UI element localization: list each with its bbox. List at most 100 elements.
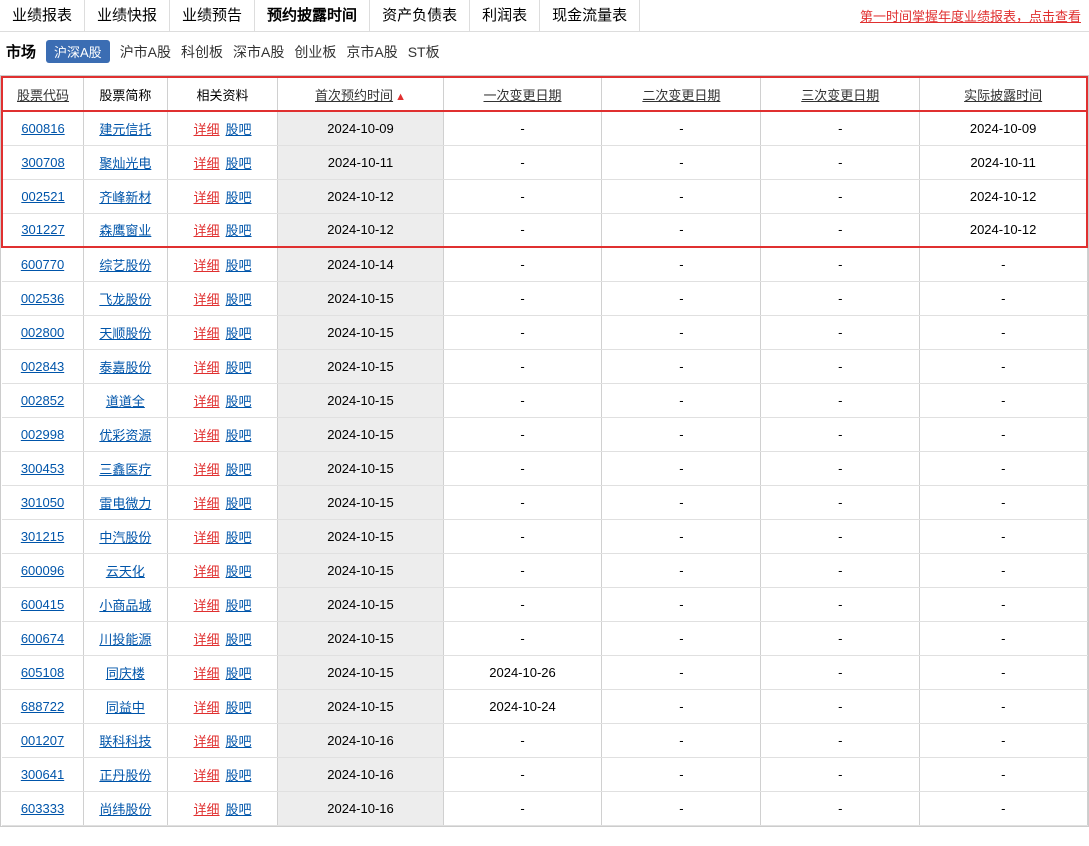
detail-link[interactable]: 详细 <box>194 462 220 477</box>
stock-name-link[interactable]: 同益中 <box>106 700 145 715</box>
stock-name-link[interactable]: 道道全 <box>106 394 145 409</box>
detail-link[interactable]: 详细 <box>194 190 220 205</box>
guba-link[interactable]: 股吧 <box>226 190 252 205</box>
promo-link[interactable]: 第一时间掌握年度业绩报表，点击查看 <box>860 6 1089 25</box>
guba-link[interactable]: 股吧 <box>226 326 252 341</box>
stock-code-link[interactable]: 002800 <box>21 325 64 340</box>
col-stock-code[interactable]: 股票代码 <box>17 88 69 103</box>
stock-code-link[interactable]: 605108 <box>21 665 64 680</box>
guba-link[interactable]: 股吧 <box>226 122 252 137</box>
col-change-3[interactable]: 三次变更日期 <box>801 88 879 103</box>
guba-link[interactable]: 股吧 <box>226 156 252 171</box>
guba-link[interactable]: 股吧 <box>226 666 252 681</box>
guba-link[interactable]: 股吧 <box>226 598 252 613</box>
stock-code-link[interactable]: 002852 <box>21 393 64 408</box>
detail-link[interactable]: 详细 <box>194 632 220 647</box>
stock-code-link[interactable]: 300453 <box>21 461 64 476</box>
market-active-pill[interactable]: 沪深A股 <box>46 40 110 63</box>
stock-code-link[interactable]: 300708 <box>21 155 64 170</box>
col-actual-disclose[interactable]: 实际披露时间 <box>964 88 1042 103</box>
stock-name-link[interactable]: 齐峰新材 <box>99 190 151 205</box>
guba-link[interactable]: 股吧 <box>226 768 252 783</box>
detail-link[interactable]: 详细 <box>194 564 220 579</box>
stock-code-link[interactable]: 600770 <box>21 257 64 272</box>
stock-name-link[interactable]: 飞龙股份 <box>99 292 151 307</box>
guba-link[interactable]: 股吧 <box>226 223 252 238</box>
detail-link[interactable]: 详细 <box>194 156 220 171</box>
guba-link[interactable]: 股吧 <box>226 734 252 749</box>
stock-code-link[interactable]: 001207 <box>21 733 64 748</box>
detail-link[interactable]: 详细 <box>194 258 220 273</box>
detail-link[interactable]: 详细 <box>194 223 220 238</box>
stock-name-link[interactable]: 聚灿光电 <box>99 156 151 171</box>
market-option[interactable]: 沪市A股 <box>120 44 171 60</box>
detail-link[interactable]: 详细 <box>194 734 220 749</box>
stock-code-link[interactable]: 301227 <box>21 222 64 237</box>
stock-code-link[interactable]: 300641 <box>21 767 64 782</box>
stock-name-link[interactable]: 同庆楼 <box>106 666 145 681</box>
stock-name-link[interactable]: 小商品城 <box>99 598 151 613</box>
stock-code-link[interactable]: 600674 <box>21 631 64 646</box>
market-option[interactable]: ST板 <box>408 44 440 60</box>
guba-link[interactable]: 股吧 <box>226 700 252 715</box>
stock-code-link[interactable]: 600415 <box>21 597 64 612</box>
detail-link[interactable]: 详细 <box>194 292 220 307</box>
detail-link[interactable]: 详细 <box>194 768 220 783</box>
guba-link[interactable]: 股吧 <box>226 632 252 647</box>
top-tab[interactable]: 预约披露时间 <box>255 0 370 32</box>
market-option[interactable]: 深市A股 <box>233 44 284 60</box>
stock-name-link[interactable]: 森鹰窗业 <box>99 223 151 238</box>
stock-name-link[interactable]: 联科科技 <box>99 734 151 749</box>
top-tab[interactable]: 业绩预告 <box>170 0 255 32</box>
top-tab[interactable]: 资产负债表 <box>370 0 470 32</box>
stock-code-link[interactable]: 688722 <box>21 699 64 714</box>
stock-code-link[interactable]: 301215 <box>21 529 64 544</box>
stock-name-link[interactable]: 雷电微力 <box>99 496 151 511</box>
guba-link[interactable]: 股吧 <box>226 530 252 545</box>
guba-link[interactable]: 股吧 <box>226 428 252 443</box>
stock-code-link[interactable]: 002536 <box>21 291 64 306</box>
stock-code-link[interactable]: 603333 <box>21 801 64 816</box>
detail-link[interactable]: 详细 <box>194 394 220 409</box>
guba-link[interactable]: 股吧 <box>226 462 252 477</box>
detail-link[interactable]: 详细 <box>194 360 220 375</box>
stock-name-link[interactable]: 天顺股份 <box>99 326 151 341</box>
guba-link[interactable]: 股吧 <box>226 564 252 579</box>
detail-link[interactable]: 详细 <box>194 122 220 137</box>
top-tab[interactable]: 现金流量表 <box>540 0 640 32</box>
top-tab[interactable]: 业绩报表 <box>0 0 85 32</box>
top-tab[interactable]: 业绩快报 <box>85 0 170 32</box>
guba-link[interactable]: 股吧 <box>226 496 252 511</box>
stock-code-link[interactable]: 301050 <box>21 495 64 510</box>
guba-link[interactable]: 股吧 <box>226 360 252 375</box>
detail-link[interactable]: 详细 <box>194 700 220 715</box>
top-tab[interactable]: 利润表 <box>470 0 540 32</box>
detail-link[interactable]: 详细 <box>194 530 220 545</box>
stock-name-link[interactable]: 川投能源 <box>99 632 151 647</box>
guba-link[interactable]: 股吧 <box>226 258 252 273</box>
col-first-appoint[interactable]: 首次预约时间 <box>315 88 393 103</box>
detail-link[interactable]: 详细 <box>194 598 220 613</box>
stock-name-link[interactable]: 泰嘉股份 <box>99 360 151 375</box>
stock-name-link[interactable]: 综艺股份 <box>99 258 151 273</box>
detail-link[interactable]: 详细 <box>194 326 220 341</box>
stock-code-link[interactable]: 002998 <box>21 427 64 442</box>
stock-name-link[interactable]: 云天化 <box>106 564 145 579</box>
market-option[interactable]: 科创板 <box>181 44 223 60</box>
market-option[interactable]: 创业板 <box>294 44 336 60</box>
stock-name-link[interactable]: 优彩资源 <box>99 428 151 443</box>
stock-name-link[interactable]: 中汽股份 <box>99 530 151 545</box>
stock-code-link[interactable]: 002521 <box>21 189 64 204</box>
stock-name-link[interactable]: 建元信托 <box>99 122 151 137</box>
stock-name-link[interactable]: 正丹股份 <box>99 768 151 783</box>
stock-code-link[interactable]: 600816 <box>21 121 64 136</box>
detail-link[interactable]: 详细 <box>194 428 220 443</box>
guba-link[interactable]: 股吧 <box>226 394 252 409</box>
col-change-2[interactable]: 二次变更日期 <box>642 88 720 103</box>
stock-code-link[interactable]: 002843 <box>21 359 64 374</box>
detail-link[interactable]: 详细 <box>194 802 220 817</box>
stock-name-link[interactable]: 尚纬股份 <box>99 802 151 817</box>
detail-link[interactable]: 详细 <box>194 496 220 511</box>
col-change-1[interactable]: 一次变更日期 <box>484 88 562 103</box>
stock-name-link[interactable]: 三鑫医疗 <box>99 462 151 477</box>
